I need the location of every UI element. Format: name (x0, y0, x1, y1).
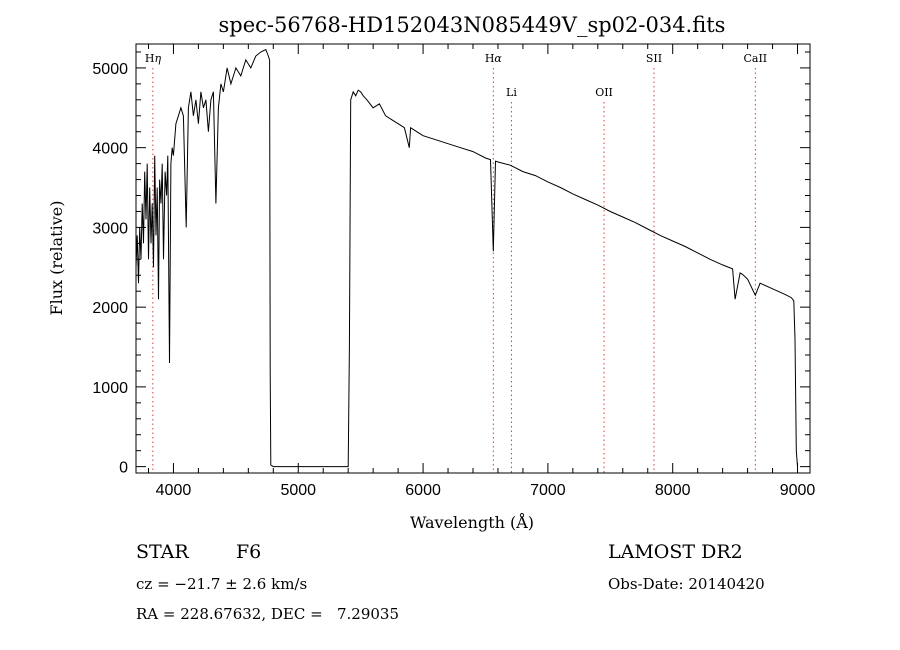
ra-dec: RA = 228.67632, DEC = 7.29035 (136, 605, 400, 623)
x-tick-label: 6000 (405, 482, 441, 499)
chart-title: spec-56768-HD152043N085449V_sp02-034.fit… (219, 13, 726, 37)
line-marker-label: Hα (485, 52, 503, 65)
x-tick-label: 9000 (780, 482, 816, 499)
y-tick-label: 3000 (92, 220, 128, 237)
y-tick-label: 4000 (92, 141, 128, 158)
x-tick-label: 8000 (655, 482, 691, 499)
survey-name: LAMOST DR2 (608, 541, 743, 563)
redshift-text: cz = −21.7 ± 2.6 km/s (136, 575, 308, 593)
line-marker-label: SII (646, 52, 662, 65)
spectral-line-markers: Hη Hα Li OII SII CaII (145, 52, 767, 473)
object-class: STAR (136, 541, 189, 563)
object-subclass: F6 (236, 541, 262, 563)
y-tick-label: 2000 (92, 300, 128, 317)
axis-ticks: 4000 5000 6000 7000 8000 9000 0 1000 2000 3000 400… (92, 44, 815, 499)
obs-date: Obs-Date: 20140420 (608, 575, 765, 593)
x-tick-label: 4000 (156, 482, 192, 499)
line-marker-label: OII (595, 86, 613, 99)
x-tick-label: 5000 (280, 482, 316, 499)
y-tick-label: 5000 (92, 61, 128, 78)
y-tick-label: 0 (119, 460, 128, 477)
x-tick-label: 7000 (530, 482, 566, 499)
x-axis-label: Wavelength (Å) (410, 512, 534, 532)
line-marker-label: Hη (145, 52, 162, 65)
y-axis-label: Flux (relative) (47, 201, 66, 316)
line-marker-label: CaII (743, 52, 767, 65)
y-tick-label: 1000 (92, 380, 128, 397)
spectrum-line (135, 48, 798, 468)
line-marker-label: Li (506, 86, 517, 99)
